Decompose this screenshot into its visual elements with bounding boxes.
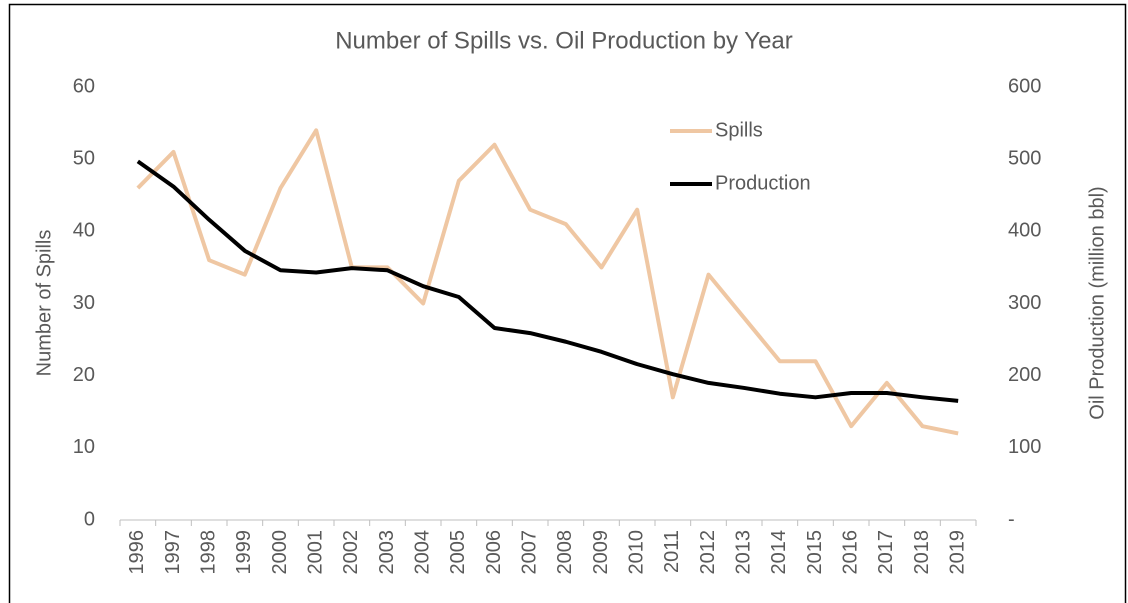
y2-axis-label: Oil Production (million bbl) <box>1086 186 1108 419</box>
y-tick-label: 20 <box>73 364 95 386</box>
chart-title: Number of Spills vs. Oil Production by Y… <box>335 27 793 54</box>
y2-tick-label: 300 <box>1008 292 1041 314</box>
series-line <box>136 159 959 403</box>
x-tick-label: 2013 <box>732 530 754 575</box>
y-tick-label: 10 <box>73 436 95 458</box>
legend-label: Spills <box>715 119 763 141</box>
x-tick-label: 2010 <box>625 530 647 575</box>
x-tick-label: 2000 <box>269 530 291 575</box>
x-tick-label: 2011 <box>661 530 683 573</box>
x-tick-label: 2001 <box>304 530 326 575</box>
y2-tick-label: - <box>1008 508 1015 530</box>
x-tick-label: 2007 <box>518 530 540 575</box>
x-tick-label: 2016 <box>839 530 861 575</box>
y2-tick-label: 100 <box>1008 436 1041 458</box>
x-tick-label: 2014 <box>768 530 790 575</box>
x-tick-label: 2008 <box>554 530 576 575</box>
x-tick-label: 1998 <box>197 530 219 575</box>
x-tick-label: 2003 <box>376 530 398 575</box>
x-tick-label: 2017 <box>875 530 897 575</box>
y-tick-label: 40 <box>73 220 95 242</box>
x-tick-label: 2005 <box>447 530 469 575</box>
y2-tick-label: 500 <box>1008 147 1041 169</box>
x-tick-label: 2012 <box>697 530 719 575</box>
x-tick-label: 1999 <box>233 530 255 575</box>
y2-tick-label: 400 <box>1008 220 1041 242</box>
series-line <box>136 128 959 436</box>
y2-tick-label: 600 <box>1008 75 1041 97</box>
x-tick-label: 1997 <box>162 530 184 575</box>
x-tick-label: 2018 <box>911 530 933 575</box>
y-tick-label: 60 <box>73 75 95 97</box>
legend-label: Production <box>715 172 811 194</box>
x-tick-label: 2019 <box>946 530 968 575</box>
x-tick-label: 2015 <box>804 530 826 575</box>
y-tick-label: 0 <box>84 508 95 530</box>
y-axis-label: Number of Spills <box>33 230 55 377</box>
y-tick-label: 30 <box>73 292 95 314</box>
y2-tick-label: 200 <box>1008 364 1041 386</box>
x-tick-label: 2009 <box>590 530 612 575</box>
x-tick-label: 2004 <box>411 530 433 575</box>
x-tick-label: 2006 <box>483 530 505 575</box>
y-tick-label: 50 <box>73 147 95 169</box>
x-tick-label: 2002 <box>340 530 362 575</box>
x-tick-label: 1996 <box>126 530 148 575</box>
chart-frame <box>8 3 1127 603</box>
